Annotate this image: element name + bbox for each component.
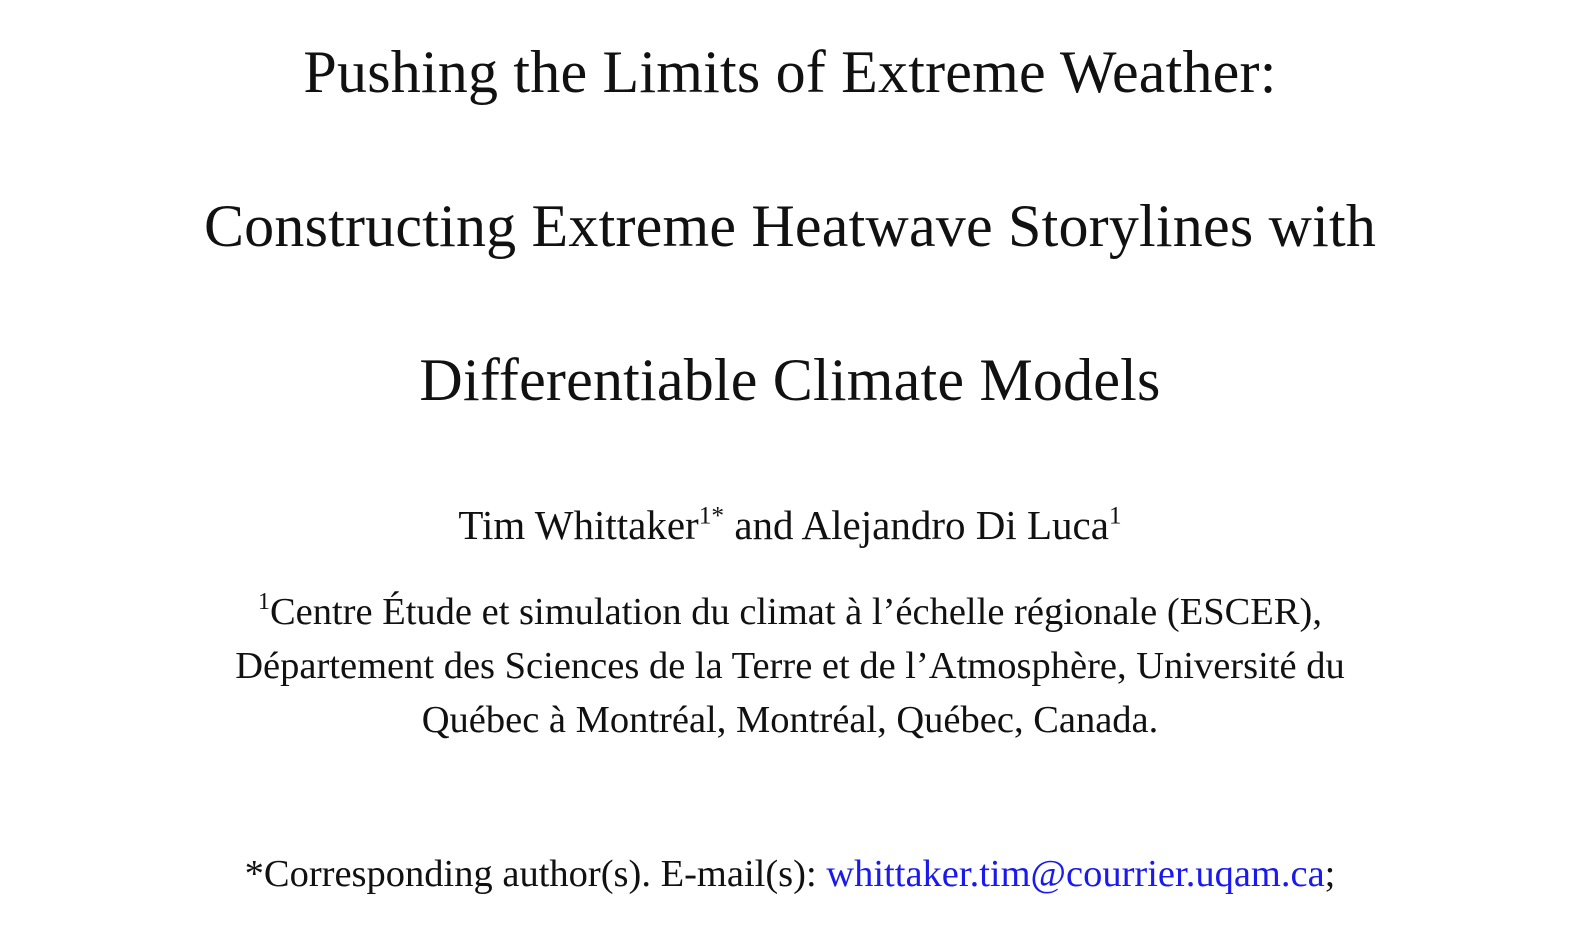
corresponding-author-suffix: ; [1324, 853, 1336, 895]
corresponding-author-line: *Corresponding author(s). E-mail(s): whi… [0, 850, 1580, 898]
affiliation-line-2: Département des Sciences de la Terre et … [235, 645, 1345, 687]
title-line-3: Differentiable Climate Models [419, 347, 1161, 413]
affiliation-marker: 1 [258, 589, 270, 616]
author-affiliation-mark: 1* [698, 501, 725, 530]
title-line-1: Pushing the Limits of Extreme Weather: [303, 39, 1277, 105]
corresponding-author-label: *Corresponding author(s). E-mail(s): [244, 853, 827, 895]
author-name: Alejandro Di Luca [801, 502, 1109, 548]
affiliation-line-1: 1Centre Étude et simulation du climat à … [0, 588, 1580, 636]
author-affiliation-mark: 1 [1108, 501, 1122, 530]
affiliation-text: Centre Étude et simulation du climat à l… [269, 591, 1322, 633]
title-line-2: Constructing Extreme Heatwave Storylines… [203, 193, 1377, 259]
author-list: Tim Whittaker1* and Alejandro Di Luca1 [0, 500, 1580, 550]
author-name: Tim Whittaker [458, 502, 699, 548]
affiliation-line-3: Québec à Montréal, Montréal, Québec, Can… [421, 699, 1159, 741]
email-link[interactable]: whittaker.tim@courrier.uqam.ca [826, 853, 1325, 895]
author-conjunction: and [724, 502, 802, 548]
